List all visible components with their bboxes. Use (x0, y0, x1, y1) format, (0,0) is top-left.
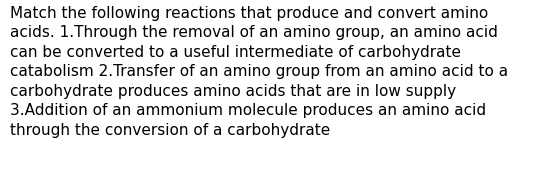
Text: Match the following reactions that produce and convert amino
acids. 1.Through th: Match the following reactions that produ… (10, 6, 508, 138)
